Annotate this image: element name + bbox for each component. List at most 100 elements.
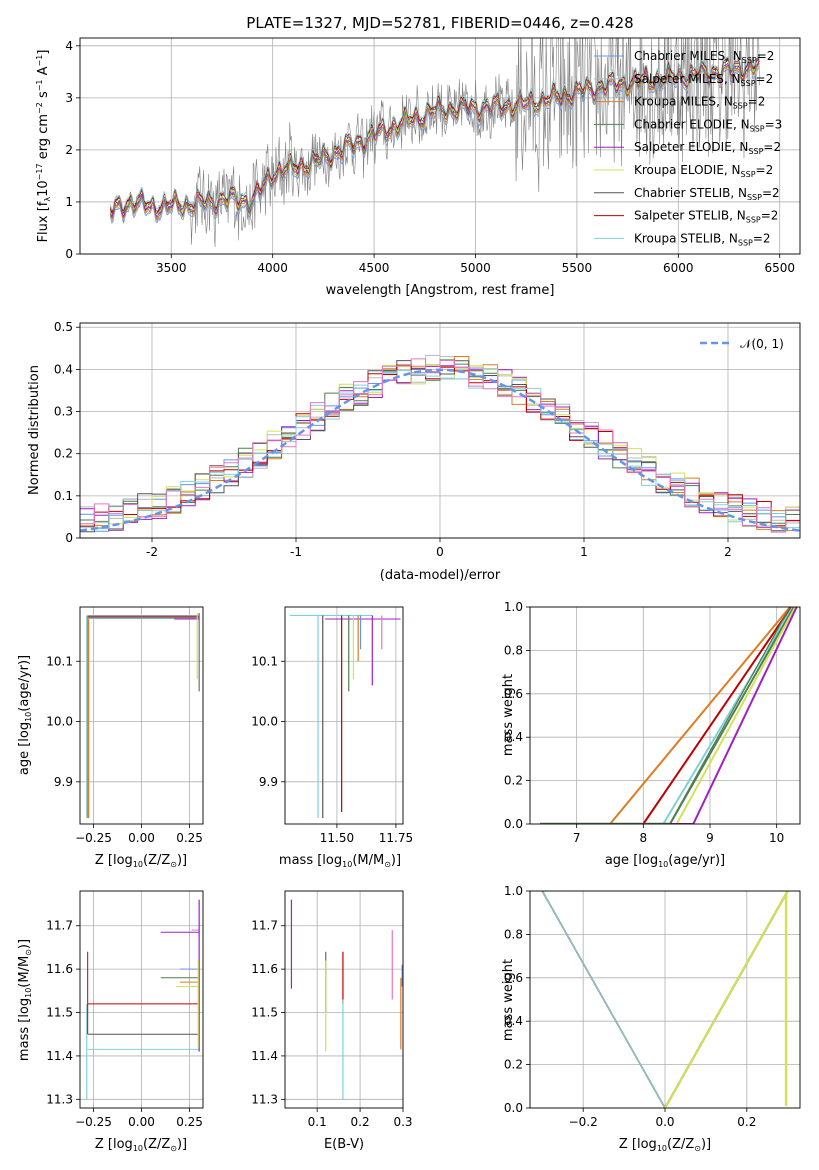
x-tick-label: 11.50 [320, 831, 354, 845]
y-axis-label: mass weight [501, 674, 516, 756]
plot-area-mass_Z [86, 899, 200, 1100]
y-tick-label: 11.5 [46, 1006, 73, 1020]
y-tick-label: 11.5 [251, 1006, 278, 1020]
legend-name: Kroupa ELODIE [634, 163, 724, 177]
x-tick-label: −0.25 [75, 1115, 112, 1129]
x-axis-label: mass [log10(M/M⊙)] [279, 853, 401, 869]
y-tick-label: 9.9 [259, 775, 278, 789]
y-tick-label: 0 [65, 531, 73, 545]
legend-normal: 𝒩(0, 1) [740, 337, 784, 351]
y-tick-label: 0.6 [504, 971, 523, 985]
y-tick-label: 11.4 [46, 1049, 73, 1063]
y-tick-label: 11.4 [251, 1049, 278, 1063]
x-tick-label: 6000 [663, 261, 694, 275]
y-tick-label: 0.2 [504, 774, 523, 788]
legend-entry: Chabrier ELODIE, NSSP=3 [634, 117, 782, 133]
y-tick-label: 0.0 [504, 817, 523, 831]
y-axis-label: Normed distribution [27, 365, 42, 495]
axes-mass_Z: −0.25 0.00 0.25 11.3 11.4 11.5 11.6 11.7 Z [log1… [17, 890, 204, 1153]
axes-frame [529, 890, 801, 1109]
legend-entry: Kroupa MILES, NSSP=2 [634, 95, 765, 111]
y-tick-label: 0.8 [504, 927, 523, 941]
x-axis-label: Z [log10(Z/Z⊙)] [95, 1137, 187, 1153]
plot-area-mass_ebv [290, 899, 403, 1100]
axes-spectrum: 3500 4000 4500 5000 5500 6000 6500 0 1 2 3 4 wavelen… [35, 37, 801, 298]
residual-histogram [80, 358, 800, 533]
y-tick-label: 10.1 [251, 654, 278, 668]
y-tick-label: 11.7 [46, 919, 73, 933]
y-tick-label: 0 [65, 247, 73, 261]
legend-name: Chabrier ELODIE [634, 117, 733, 131]
figure-title: PLATE=1327, MJD=52781, FIBERID=0446, z=0… [246, 14, 633, 32]
y-tick-label: 10.1 [46, 654, 73, 668]
cumulative-z-falling [541, 891, 666, 1108]
y-tick-label: 11.7 [251, 919, 278, 933]
cumulative-age-curve [540, 607, 793, 824]
x-axis-label: Z [log10(Z/Z⊙)] [619, 1137, 711, 1153]
gaussian-curve [80, 368, 800, 532]
x-tick-label: 0.2 [351, 1115, 370, 1129]
x-axis-label: wavelength [Angstrom, rest frame] [326, 283, 555, 298]
y-tick-label: 0.5 [54, 320, 73, 334]
x-axis-label: age [log10(age/yr)] [605, 853, 725, 869]
plot-area-cum_age [540, 607, 798, 824]
x-tick-label: -2 [146, 545, 158, 559]
spectrum-model-kroupa-stelib [110, 52, 760, 211]
x-tick-label: 0.00 [128, 831, 155, 845]
axes-cum_age: 7 8 9 10 0.0 0.2 0.4 0.6 0.8 1.0 age [log10(age/yr… [501, 600, 801, 869]
cumulative-age-curve [540, 607, 797, 824]
plot-area-age_mass [289, 614, 401, 818]
x-tick-label: 6500 [764, 261, 795, 275]
x-tick-label: −0.2 [569, 1115, 598, 1129]
y-tick-label: 0.2 [504, 1058, 523, 1072]
y-tick-label: 11.3 [46, 1092, 73, 1106]
x-tick-label: 0.25 [176, 831, 203, 845]
y-tick-label: 0.0 [504, 1101, 523, 1115]
x-tick-label: 10 [769, 831, 784, 845]
legend-entry: Kroupa ELODIE, NSSP=2 [634, 163, 773, 179]
plot-area-cum_Z [541, 891, 789, 1108]
legend-name: Kroupa MILES [634, 95, 716, 109]
cumulative-age-curve [540, 607, 795, 824]
plot-area-residuals [80, 354, 800, 533]
x-axis-label: (data-model)/error [380, 568, 501, 583]
y-tick-label: 10.0 [251, 715, 278, 729]
x-tick-label: 0.0 [655, 1115, 674, 1129]
y-tick-label: 0.3 [54, 405, 73, 419]
x-axis-label: E(B-V) [324, 1137, 364, 1152]
x-tick-label: 0.1 [308, 1115, 327, 1129]
y-tick-label: 2 [65, 143, 73, 157]
x-tick-label: 0.00 [128, 1115, 155, 1129]
y-tick-label: 0.4 [54, 362, 73, 376]
y-tick-label: 11.6 [251, 962, 278, 976]
legend-entry: Salpeter STELIB, NSSP=2 [634, 209, 778, 225]
axes-frame [79, 606, 204, 825]
axes-frame [79, 37, 801, 255]
legend-name: Kroupa STELIB [634, 231, 721, 245]
spectrum-model-kroupa-miles [110, 62, 760, 221]
x-tick-label: 0.2 [737, 1115, 756, 1129]
y-tick-label: 0.4 [504, 1014, 523, 1028]
x-tick-label: 3500 [156, 261, 187, 275]
axes-frame [284, 890, 404, 1109]
axes-frame [79, 322, 801, 539]
x-axis-label: Z [log10(Z/Z⊙)] [95, 853, 187, 869]
axes-age_mass: 11.50 11.75 9.9 10.0 10.1 mass [log10(M/M⊙)] [251, 606, 413, 869]
x-tick-label: 0 [436, 545, 444, 559]
y-tick-label: 0.2 [54, 447, 73, 461]
y-tick-label: 1 [65, 195, 73, 209]
legend-name: Chabrier MILES [634, 49, 725, 63]
cumulative-z-rising [664, 891, 789, 1108]
legend-entry: Salpeter MILES, NSSP=2 [634, 72, 773, 88]
y-tick-label: 0.1 [54, 489, 73, 503]
axes-residuals: -2 -1 0 1 2 0 0.1 0.2 0.3 0.4 0.5 𝒩(0, 1) (data-mode… [27, 320, 801, 583]
cumulative-age-curve [540, 607, 798, 824]
y-tick-label: 9.9 [54, 775, 73, 789]
x-tick-label: 4500 [359, 261, 390, 275]
y-axis-label: age [log10(age/yr)] [17, 655, 33, 775]
spectrum-model-chabrier-elodie [110, 60, 760, 219]
axes-frame [79, 890, 204, 1109]
y-axis-label: Flux [fλ10−17 erg cm−2 s−1 A−1] [35, 50, 52, 243]
legend-name: Salpeter MILES [634, 72, 724, 86]
